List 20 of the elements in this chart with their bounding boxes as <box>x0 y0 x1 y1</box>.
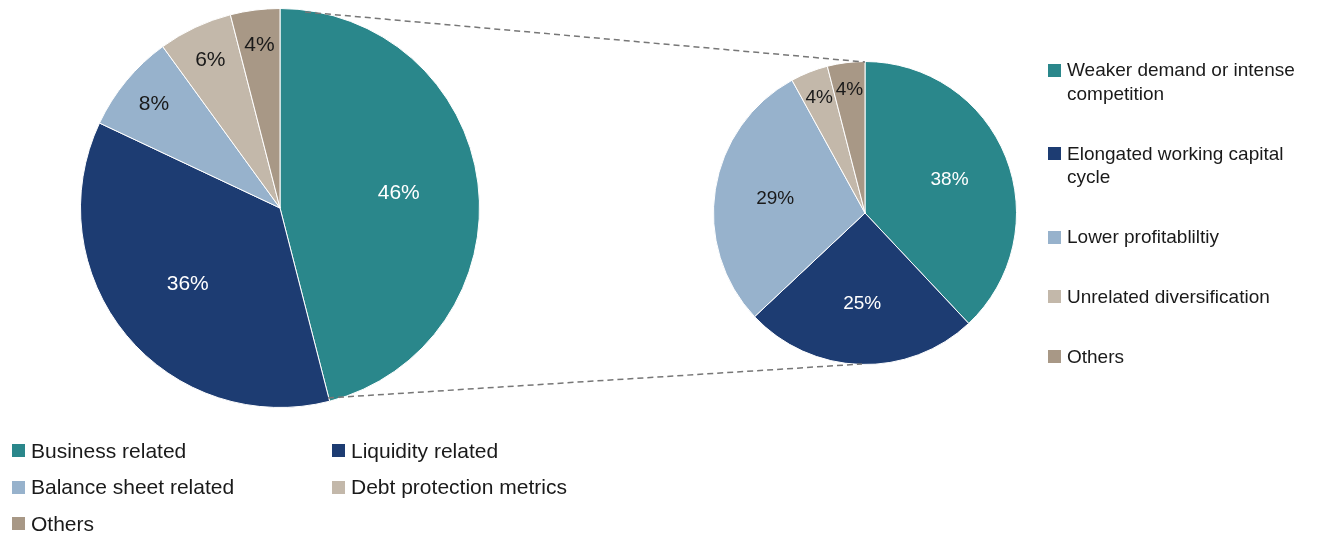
legend-label: Balance sheet related <box>31 474 235 501</box>
data-label: 4% <box>244 32 275 56</box>
legend-label: Weaker demand or intense competition <box>1067 58 1296 106</box>
data-label: 25% <box>843 292 882 314</box>
data-label: 46% <box>377 179 420 203</box>
data-label: 8% <box>138 90 170 114</box>
legend-label: Lower profitabliltiy <box>1067 225 1220 249</box>
legend-label: Unrelated diversification <box>1067 284 1270 309</box>
legend-label: Others <box>31 510 95 536</box>
legend-label: Business related <box>31 438 187 464</box>
data-label: 38% <box>930 167 969 189</box>
data-label: 29% <box>756 187 795 209</box>
data-label: 4% <box>805 85 834 107</box>
data-label: 36% <box>166 271 209 295</box>
legend-label: Debt protection metrics <box>351 474 567 501</box>
legend-label: Liquidity related <box>351 438 499 464</box>
data-label: 6% <box>195 46 226 70</box>
data-label: 4% <box>835 77 864 99</box>
legend-label: Others <box>1067 344 1125 369</box>
legend-label: Elongated working capital cycle <box>1067 141 1285 189</box>
